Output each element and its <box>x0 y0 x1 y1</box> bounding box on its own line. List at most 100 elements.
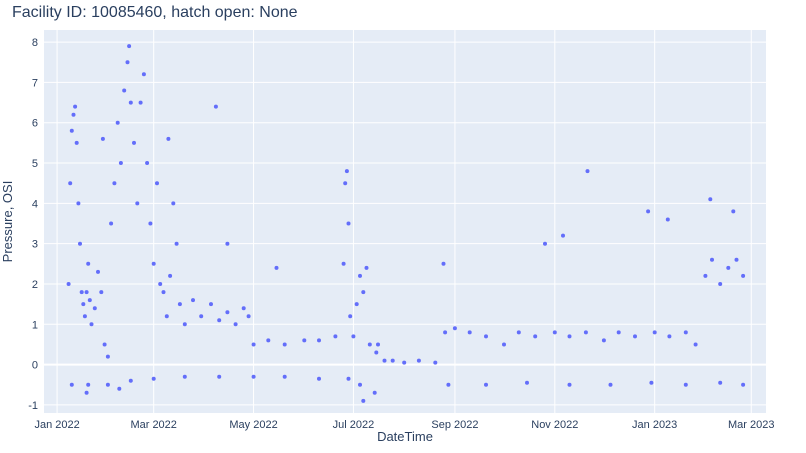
data-point <box>74 140 79 145</box>
data-point <box>86 261 91 266</box>
data-point <box>583 330 588 335</box>
data-point <box>177 302 182 307</box>
x-tick-label: Mar 2022 <box>130 419 176 431</box>
data-point <box>135 201 140 206</box>
data-point <box>79 290 84 295</box>
data-point <box>128 100 133 105</box>
x-axis-title: DateTime <box>377 429 433 444</box>
data-point <box>84 290 89 295</box>
x-tick-label: Jul 2022 <box>333 419 375 431</box>
data-point <box>710 257 714 262</box>
data-point <box>731 209 736 214</box>
data-point <box>81 302 86 307</box>
data-point <box>87 298 92 303</box>
data-point <box>99 290 104 295</box>
y-tick-label: 0 <box>32 360 38 372</box>
data-point <box>601 338 606 343</box>
data-point <box>145 161 150 165</box>
data-point <box>443 330 448 335</box>
data-point <box>158 282 163 286</box>
data-point <box>100 136 105 141</box>
data-point <box>433 360 438 365</box>
data-point <box>346 221 351 226</box>
data-point <box>128 378 133 383</box>
data-point <box>164 314 169 319</box>
y-tick-label: 1 <box>32 319 38 331</box>
data-point <box>484 334 488 339</box>
x-tick-label: Sep 2022 <box>431 419 478 431</box>
x-tick-label: May 2022 <box>229 419 277 431</box>
data-point <box>652 330 657 335</box>
data-point <box>351 334 356 339</box>
data-point <box>251 342 256 347</box>
y-tick-label: 2 <box>32 279 38 291</box>
data-point <box>109 221 114 226</box>
data-point <box>141 72 146 77</box>
data-point <box>148 221 153 226</box>
data-point <box>266 338 271 343</box>
data-point <box>166 136 171 141</box>
data-point <box>390 358 395 363</box>
data-point <box>117 386 122 391</box>
data-point <box>191 298 195 303</box>
y-tick-label: -1 <box>28 400 38 412</box>
data-point <box>741 273 746 278</box>
data-point <box>174 241 179 246</box>
data-point <box>374 350 379 355</box>
data-point <box>616 330 621 335</box>
data-point <box>341 261 346 266</box>
data-point <box>317 338 321 343</box>
data-point <box>649 380 654 385</box>
data-point <box>633 334 637 339</box>
data-point <box>376 342 380 347</box>
data-point <box>78 241 82 246</box>
data-point <box>533 334 538 339</box>
data-point <box>102 342 107 347</box>
data-point <box>333 334 338 339</box>
y-axis-ticks: -1 0 1 2 3 4 5 6 7 8 <box>28 37 38 412</box>
data-point <box>151 261 156 266</box>
data-point <box>241 306 246 311</box>
data-point <box>132 140 136 145</box>
data-point <box>282 374 287 379</box>
data-point <box>358 273 362 278</box>
data-point <box>69 382 74 387</box>
data-point <box>105 382 110 387</box>
data-point <box>122 88 127 93</box>
data-point <box>567 334 572 339</box>
y-axis-title: Pressure, OSI <box>0 181 15 263</box>
data-point <box>561 233 565 238</box>
data-point <box>484 382 488 387</box>
data-point <box>358 382 362 387</box>
data-point <box>416 358 421 363</box>
data-point <box>516 330 521 335</box>
data-point <box>225 241 230 246</box>
data-point <box>683 382 688 387</box>
data-point <box>69 128 74 133</box>
data-point <box>567 382 572 387</box>
scatter-points <box>66 44 746 403</box>
data-point <box>182 374 187 379</box>
data-point <box>734 257 739 262</box>
data-point <box>346 376 351 381</box>
data-point <box>344 169 349 174</box>
data-point <box>552 330 557 335</box>
data-point <box>343 181 348 186</box>
data-point <box>446 382 451 387</box>
data-point <box>246 314 251 319</box>
data-point <box>402 360 407 365</box>
data-point <box>138 100 143 105</box>
data-point <box>302 338 307 343</box>
data-point <box>467 330 472 335</box>
data-point <box>585 169 590 174</box>
y-tick-label: 6 <box>32 118 38 130</box>
data-point <box>125 60 130 65</box>
y-tick-label: 8 <box>32 37 38 49</box>
data-point <box>665 217 670 222</box>
data-point <box>118 161 123 165</box>
data-point <box>703 273 708 278</box>
data-point <box>667 334 672 339</box>
x-axis-ticks: Jan 2022 Mar 2022 May 2022 Jul 2022 Sep 2022… <box>34 419 774 431</box>
data-point <box>543 241 547 246</box>
